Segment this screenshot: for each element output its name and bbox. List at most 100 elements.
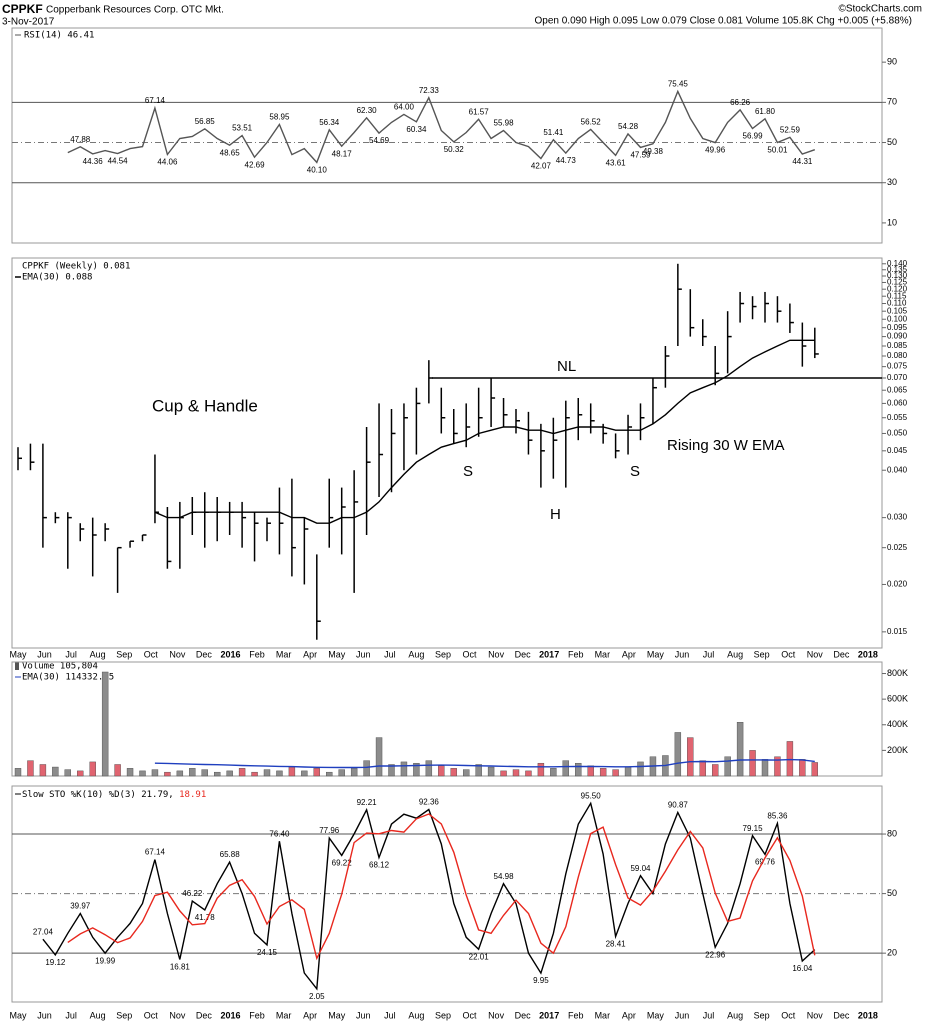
y-tick-label: 80 — [887, 828, 897, 838]
y-tick-label: 0.040 — [887, 465, 908, 474]
volume-bar — [326, 771, 333, 777]
y-tick-label: 70 — [887, 97, 897, 107]
panel-frame — [11, 257, 883, 649]
y-tick-label: 0.060 — [887, 399, 908, 408]
y-tick-label: 0.085 — [887, 341, 908, 350]
annotation: Cup & Handle — [152, 396, 258, 415]
symbol: CPPKF — [2, 2, 43, 16]
x-tick-label: May — [647, 649, 665, 659]
y-tick-label: 400K — [887, 719, 908, 729]
volume-bar — [313, 768, 320, 777]
y-tick-label: 0.070 — [887, 373, 908, 382]
value-label: 47.59 — [630, 150, 651, 159]
x-tick-label: Sep — [116, 649, 132, 659]
x-tick-label: Oct — [781, 1010, 796, 1020]
volume-bar — [238, 768, 246, 777]
value-label: 67.14 — [145, 848, 166, 857]
volume-bar — [525, 770, 532, 777]
value-label: 48.65 — [220, 148, 241, 157]
value-label: 68.12 — [369, 861, 390, 870]
x-tick-label: 2016 — [220, 1010, 240, 1020]
x-tick-label: Aug — [408, 649, 424, 659]
value-label: 56.52 — [581, 118, 602, 127]
x-tick-label: Mar — [276, 649, 292, 659]
x-tick-label: Jul — [703, 1010, 715, 1020]
volume-bar — [139, 770, 146, 777]
volume-bar — [375, 737, 383, 777]
volume-bar — [438, 765, 445, 777]
value-label: 49.38 — [643, 147, 664, 156]
x-tick-label: 2016 — [220, 649, 240, 659]
volume-bar — [500, 770, 507, 777]
line-series — [67, 89, 816, 164]
x-tick-label: Sep — [754, 649, 770, 659]
volume-bar — [213, 771, 221, 777]
x-tick-label: Nov — [488, 649, 505, 659]
value-label: 49.96 — [705, 146, 726, 155]
value-label: 42.07 — [531, 162, 552, 171]
x-tick-label: Nov — [488, 1010, 505, 1020]
x-tick-label: Oct — [144, 1010, 159, 1020]
x-tick-label: 2017 — [539, 649, 559, 659]
y-tick-label: 0.095 — [887, 323, 908, 332]
legend-entry: 18.91 — [179, 790, 206, 800]
value-label: 19.99 — [95, 956, 116, 965]
volume-bar — [537, 762, 545, 777]
volume-bar — [637, 761, 644, 777]
x-tick-label: Jun — [356, 1010, 371, 1020]
x-tick-label: Nov — [169, 1010, 186, 1020]
value-label: 90.87 — [668, 801, 689, 810]
value-label: 69.22 — [332, 859, 353, 868]
value-label: 50.32 — [444, 145, 465, 154]
volume-bar — [301, 770, 308, 777]
volume-bar — [687, 737, 694, 777]
y-tick-label: 0.080 — [887, 351, 908, 360]
y-tick-label: 0.130 — [887, 271, 908, 280]
y-tick-label: 0.055 — [887, 413, 908, 422]
volume-bar — [363, 760, 370, 777]
volume-bar — [388, 764, 395, 777]
x-tick-label: May — [328, 1010, 346, 1020]
volume-bar — [77, 770, 84, 777]
volume-bar — [338, 769, 345, 777]
y-tick-label: 0.015 — [887, 627, 908, 636]
volume-bar — [288, 766, 296, 777]
value-label: 92.21 — [357, 798, 378, 807]
line-series — [42, 801, 816, 991]
panel-frame — [11, 661, 883, 777]
line-series — [67, 813, 816, 961]
x-tick-label: Jun — [37, 1010, 52, 1020]
y-tick-label: 0.065 — [887, 385, 908, 394]
y-tick-label: 50 — [887, 888, 897, 898]
value-label: 48.17 — [332, 149, 353, 158]
date: 3-Nov-2017 — [2, 17, 55, 28]
y-tick-label: 10 — [887, 217, 897, 227]
x-tick-label: Aug — [90, 1010, 106, 1020]
value-label: 69.76 — [755, 857, 776, 866]
value-label: 60.34 — [406, 125, 427, 134]
value-label: 53.51 — [232, 124, 253, 133]
x-tick-label: Feb — [568, 649, 584, 659]
x-tick-label: May — [328, 649, 346, 659]
value-label: 56.85 — [195, 117, 216, 126]
volume-bar — [126, 768, 134, 777]
volume-bar — [599, 768, 607, 777]
y-tick-label: 90 — [887, 57, 897, 67]
y-tick-label: 0.115 — [887, 291, 907, 300]
legend-glyph — [15, 662, 19, 670]
volume-bar — [64, 769, 72, 777]
x-tick-label: Sep — [435, 1010, 451, 1020]
x-tick-label: Dec — [833, 649, 850, 659]
quote: Open 0.090 High 0.095 Low 0.079 Close 0.… — [535, 16, 913, 27]
y-tick-label: 0.105 — [887, 306, 908, 315]
volume-bar — [263, 769, 271, 777]
x-tick-label: May — [9, 1010, 27, 1020]
value-label: 56.34 — [319, 118, 340, 127]
volume-bar — [276, 770, 283, 777]
line-series — [154, 758, 815, 769]
x-tick-label: Dec — [196, 1010, 213, 1020]
y-tick-label: 0.110 — [887, 299, 907, 308]
volume-bar — [201, 769, 208, 777]
volume-bar — [761, 759, 769, 777]
